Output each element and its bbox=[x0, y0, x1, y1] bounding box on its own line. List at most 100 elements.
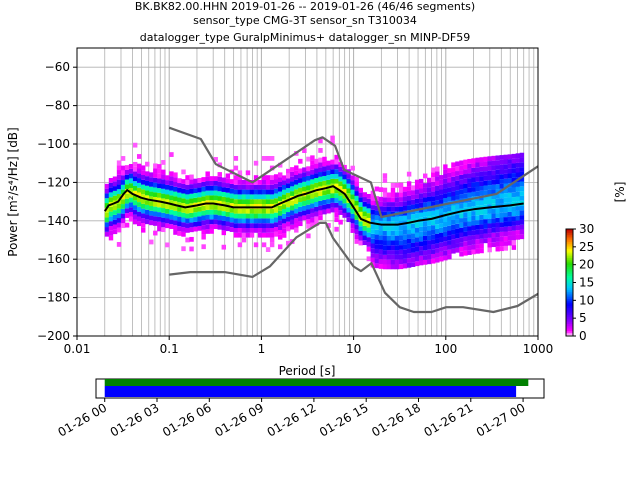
psd-bin bbox=[201, 244, 206, 250]
psd-bin bbox=[378, 201, 384, 207]
psd-bin bbox=[217, 220, 222, 225]
psd-bin bbox=[398, 240, 404, 246]
psd-bin bbox=[463, 169, 468, 175]
psd-bin bbox=[418, 231, 424, 237]
coverage-tick-label: 01-26 06 bbox=[160, 400, 214, 439]
psd-bin bbox=[217, 172, 222, 177]
psd-bin bbox=[124, 184, 130, 190]
psd-bin bbox=[310, 184, 315, 189]
psd-bin bbox=[249, 228, 255, 233]
psd-bin bbox=[439, 199, 444, 204]
psd-bin bbox=[120, 184, 126, 190]
psd-bin bbox=[495, 241, 500, 247]
psd-bin bbox=[286, 192, 291, 198]
psd-bin bbox=[398, 225, 404, 231]
psd-bin bbox=[410, 233, 416, 239]
psd-bin bbox=[382, 197, 388, 203]
psd-bin bbox=[459, 246, 464, 252]
psd-bin bbox=[189, 174, 194, 180]
psd-bin bbox=[334, 226, 339, 232]
psd-bin bbox=[128, 197, 134, 203]
psd-bin bbox=[439, 218, 444, 224]
psd-bin bbox=[455, 228, 460, 234]
psd-bin bbox=[132, 214, 138, 220]
psd-bin bbox=[386, 254, 392, 260]
psd-bin bbox=[165, 218, 170, 224]
psd-bin bbox=[483, 209, 488, 215]
psd-bin bbox=[173, 177, 178, 183]
psd-bin bbox=[165, 199, 170, 205]
psd-bin bbox=[402, 254, 408, 259]
colorbar-tick-label: 25 bbox=[579, 240, 594, 254]
psd-bin bbox=[511, 177, 517, 183]
psd-bin bbox=[132, 176, 138, 182]
psd-bin bbox=[290, 186, 295, 192]
psd-bin bbox=[507, 163, 513, 169]
psd-bin bbox=[471, 215, 476, 221]
psd-bin bbox=[161, 212, 166, 218]
psd-bin bbox=[330, 164, 335, 170]
psd-bin bbox=[136, 187, 142, 193]
psd-bin bbox=[366, 232, 372, 238]
psd-bin bbox=[483, 195, 488, 200]
colorbar-segment bbox=[566, 287, 573, 291]
psd-bin bbox=[201, 229, 206, 235]
psd-bin bbox=[350, 175, 355, 181]
psd-bin bbox=[294, 198, 299, 204]
psd-bin bbox=[499, 212, 504, 218]
psd-bin bbox=[354, 176, 359, 182]
psd-bin bbox=[374, 234, 380, 240]
psd-bin bbox=[427, 182, 432, 188]
psd-bin bbox=[290, 181, 295, 187]
psd-bin bbox=[491, 223, 496, 228]
psd-bin bbox=[157, 173, 162, 179]
psd-bin bbox=[342, 203, 347, 209]
psd-bin bbox=[112, 186, 118, 191]
psd-bin bbox=[120, 194, 126, 200]
colorbar-segment bbox=[566, 230, 573, 234]
psd-bin bbox=[451, 244, 456, 249]
psd-bin bbox=[398, 216, 404, 222]
psd-bin bbox=[467, 211, 472, 217]
psd-bin bbox=[132, 195, 138, 201]
psd-bin bbox=[459, 174, 464, 180]
psd-bin bbox=[253, 223, 259, 228]
psd-bin bbox=[261, 194, 267, 200]
psd-bin bbox=[394, 206, 400, 212]
psd-bin bbox=[286, 183, 291, 189]
psd-bin bbox=[282, 208, 287, 214]
psd-bin bbox=[511, 245, 517, 250]
psd-bin bbox=[507, 240, 513, 246]
psd-bin bbox=[414, 237, 420, 243]
psd-bin bbox=[286, 168, 291, 174]
psd-bin bbox=[157, 226, 162, 232]
psd-bin bbox=[108, 192, 114, 198]
psd-bin bbox=[471, 177, 476, 183]
psd-bin bbox=[177, 202, 182, 208]
psd-bin bbox=[157, 178, 162, 184]
psd-bin bbox=[201, 210, 206, 216]
psd-bin bbox=[487, 170, 492, 176]
psd-bin bbox=[112, 181, 118, 187]
psd-bin bbox=[294, 170, 299, 175]
psd-bin bbox=[447, 254, 452, 260]
psd-bin bbox=[362, 225, 368, 231]
psd-bin bbox=[459, 203, 464, 209]
psd-bin bbox=[181, 217, 186, 223]
psd-bin bbox=[491, 218, 496, 224]
psd-bin bbox=[302, 177, 307, 182]
colorbar-segment bbox=[566, 252, 573, 255]
psd-bin bbox=[511, 235, 517, 241]
psd-bin bbox=[418, 255, 424, 261]
psd-bin bbox=[519, 205, 525, 211]
psd-bin bbox=[431, 191, 436, 197]
coverage-tick-label: 01-27 00 bbox=[474, 400, 528, 439]
psd-bin bbox=[467, 163, 472, 169]
psd-bin bbox=[443, 164, 448, 170]
psd-bin bbox=[435, 200, 440, 205]
psd-bin bbox=[217, 205, 222, 211]
psd-bin bbox=[269, 232, 275, 238]
psd-bin bbox=[414, 194, 420, 199]
psd-bin bbox=[390, 235, 396, 241]
psd-bin bbox=[443, 188, 448, 194]
